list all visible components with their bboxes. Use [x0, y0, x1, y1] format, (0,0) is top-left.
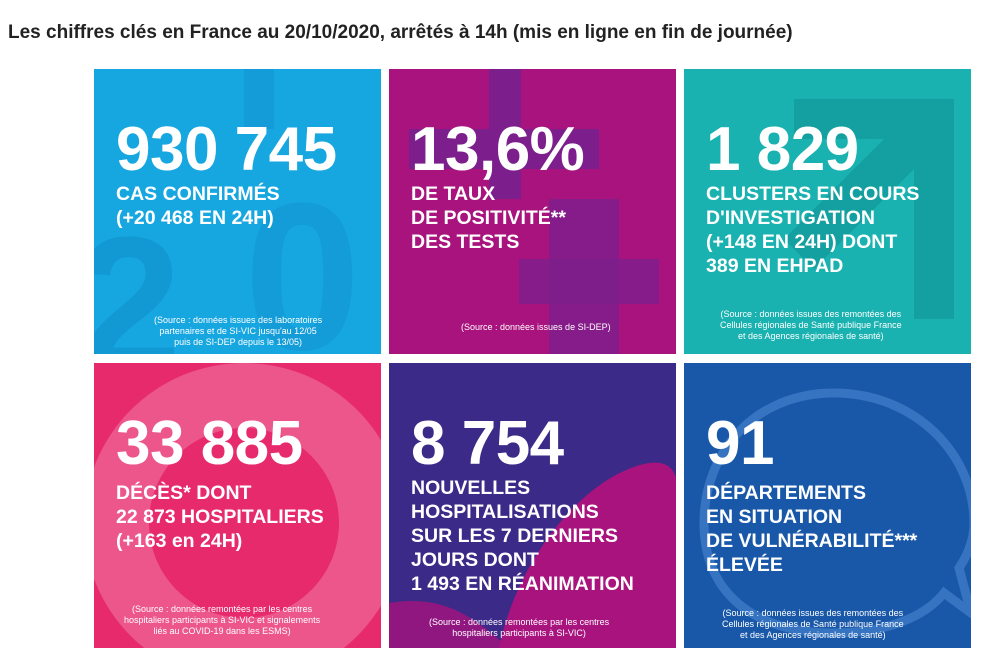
- description-line: (+20 468 EN 24H): [116, 207, 274, 229]
- confirmed-cases-description: CAS CONFIRMÉS (+20 468 EN 24H): [116, 182, 280, 230]
- departments-source: (Source : données issues des remontées d…: [722, 608, 904, 641]
- page-title: Les chiffres clés en France au 20/10/202…: [8, 22, 793, 43]
- description-line: DE VULNÉRABILITÉ***: [706, 530, 918, 552]
- source-line: Cellules régionales de Santé publique Fr…: [722, 619, 904, 629]
- positivity-rate-description: DE TAUX DE POSITIVITÉ** DES TESTS: [411, 182, 566, 254]
- svg-text:2: 2: [94, 198, 182, 354]
- description-line: CAS CONFIRMÉS: [116, 183, 280, 205]
- source-line: puis de SI-DEP depuis le 13/05): [174, 337, 303, 347]
- description-line: 389 EN EHPAD: [706, 255, 844, 277]
- source-line: (Source : données remontées par les cent…: [131, 604, 313, 614]
- departments-value: 91: [706, 409, 774, 478]
- source-line: (Source : données issues de SI-DEP): [461, 322, 611, 332]
- tile-deaths: 33 885 DÉCÈS* DONT 22 873 HOSPITALIERS (…: [94, 363, 381, 648]
- hospitalizations-value: 8 754: [411, 409, 564, 478]
- clusters-value: 1 829: [706, 115, 859, 184]
- hospitalizations-source: (Source : données remontées par les cent…: [429, 617, 609, 639]
- confirmed-cases-source: (Source : données issues des laboratoire…: [154, 315, 322, 348]
- source-line: et des Agences régionales de santé): [738, 331, 884, 341]
- positivity-rate-value: 13,6%: [411, 115, 585, 184]
- source-line: Cellules régionales de Santé publique Fr…: [720, 320, 902, 330]
- tile-confirmed-cases: 2 0 930 745 CAS CONFIRMÉS (+20 468 EN 24…: [94, 69, 381, 354]
- background-ring-decoration: [94, 363, 381, 648]
- source-line: hospitaliers participants à SI-VIC et si…: [124, 615, 321, 625]
- description-line: EN SITUATION: [706, 506, 843, 528]
- description-line: ÉLEVÉE: [706, 554, 783, 576]
- description-line: (+148 EN 24H) DONT: [706, 231, 898, 253]
- description-line: DE TAUX: [411, 183, 496, 205]
- description-line: NOUVELLES: [411, 477, 531, 499]
- description-line: DÉCÈS* DONT: [116, 482, 252, 504]
- svg-text:0: 0: [244, 159, 361, 354]
- departments-description: DÉPARTEMENTS EN SITUATION DE VULNÉRABILI…: [706, 481, 917, 577]
- hospitalizations-description: NOUVELLES HOSPITALISATIONS SUR LES 7 DER…: [411, 476, 634, 596]
- background-speech-bubble-decoration: [699, 388, 971, 638]
- tile-positivity-rate: 13,6% DE TAUX DE POSITIVITÉ** DES TESTS …: [389, 69, 676, 354]
- description-line: SUR LES 7 DERNIERS: [411, 525, 618, 547]
- tile-hospitalizations: 8 754 NOUVELLES HOSPITALISATIONS SUR LES…: [389, 363, 676, 648]
- source-line: (Source : données issues des remontées d…: [720, 309, 902, 319]
- source-line: partenaires et de SI-VIC jusqu'au 12/05: [159, 326, 317, 336]
- clusters-description: CLUSTERS EN COURS D'INVESTIGATION (+148 …: [706, 182, 919, 278]
- source-line: (Source : données remontées par les cent…: [429, 617, 610, 627]
- description-line: 1 493 EN RÉANIMATION: [411, 573, 634, 595]
- description-line: JOURS DONT: [411, 549, 539, 571]
- source-line: (Source : données issues des remontées d…: [722, 608, 904, 618]
- tile-clusters: 1 829 CLUSTERS EN COURS D'INVESTIGATION …: [684, 69, 971, 354]
- clusters-source: (Source : données issues des remontées d…: [720, 309, 902, 342]
- description-line: DES TESTS: [411, 231, 520, 253]
- description-line: CLUSTERS EN COURS: [706, 183, 920, 205]
- description-line: D'INVESTIGATION: [706, 207, 875, 229]
- confirmed-cases-value: 930 745: [116, 115, 337, 184]
- tile-departments: 91 DÉPARTEMENTS EN SITUATION DE VULNÉRAB…: [684, 363, 971, 648]
- source-line: et des Agences régionales de santé): [740, 630, 886, 640]
- background-plus-decoration: [409, 69, 659, 354]
- source-line: (Source : données issues des laboratoire…: [154, 315, 323, 325]
- source-line: liés au COVID-19 dans les ESMS): [153, 626, 291, 636]
- background-arrow-decoration: [784, 99, 954, 319]
- description-line: HOSPITALISATIONS: [411, 501, 599, 523]
- background-digits-decoration: 2 0: [94, 69, 361, 354]
- positivity-rate-source: (Source : données issues de SI-DEP): [461, 322, 611, 333]
- description-line: DE POSITIVITÉ**: [411, 207, 566, 229]
- deaths-value: 33 885: [116, 409, 303, 478]
- source-line: hospitaliers participants à SI-VIC): [452, 628, 586, 638]
- description-line: DÉPARTEMENTS: [706, 482, 866, 504]
- deaths-description: DÉCÈS* DONT 22 873 HOSPITALIERS (+163 en…: [116, 481, 324, 553]
- deaths-source: (Source : données remontées par les cent…: [124, 604, 320, 637]
- description-line: 22 873 HOSPITALIERS: [116, 506, 324, 528]
- description-line: (+163 en 24H): [116, 530, 243, 552]
- background-wave-decoration: [389, 462, 676, 648]
